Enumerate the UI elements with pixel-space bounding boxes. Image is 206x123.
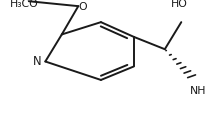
Text: H₃CO: H₃CO [10,0,39,9]
Text: HO: HO [171,0,188,9]
Text: N: N [33,55,41,68]
Text: NH₂: NH₂ [189,86,206,96]
Text: O: O [78,2,87,12]
